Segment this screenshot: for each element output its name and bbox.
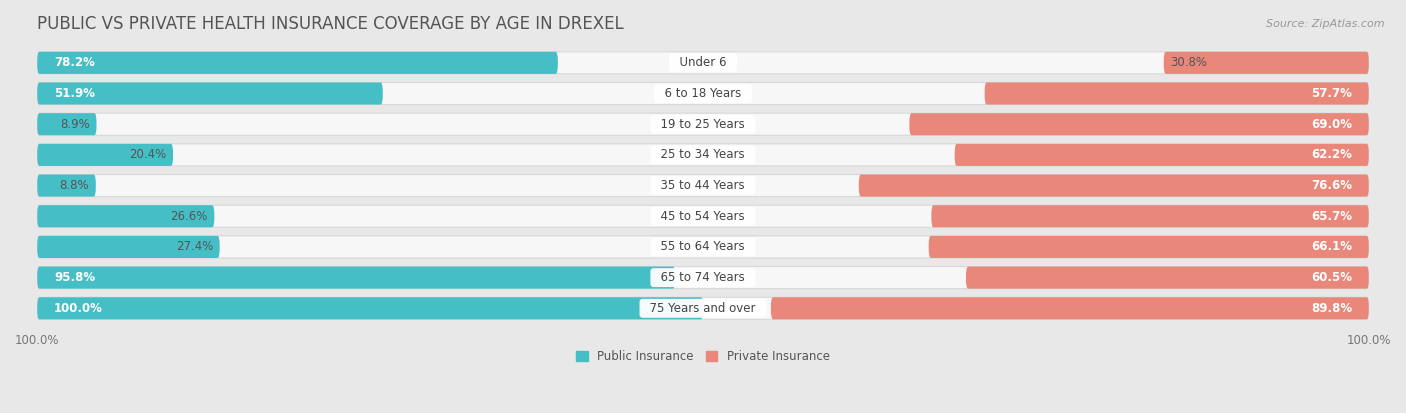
FancyBboxPatch shape <box>37 205 1369 227</box>
FancyBboxPatch shape <box>37 144 1369 166</box>
FancyBboxPatch shape <box>966 266 1369 289</box>
Legend: Public Insurance, Private Insurance: Public Insurance, Private Insurance <box>571 346 835 368</box>
Text: 19 to 25 Years: 19 to 25 Years <box>654 118 752 131</box>
Text: 60.5%: 60.5% <box>1312 271 1353 284</box>
FancyBboxPatch shape <box>37 52 558 74</box>
FancyBboxPatch shape <box>37 236 219 258</box>
FancyBboxPatch shape <box>37 83 1369 104</box>
FancyBboxPatch shape <box>955 144 1369 166</box>
Text: 65 to 74 Years: 65 to 74 Years <box>654 271 752 284</box>
Text: 55 to 64 Years: 55 to 64 Years <box>654 240 752 254</box>
Text: 76.6%: 76.6% <box>1312 179 1353 192</box>
Text: 20.4%: 20.4% <box>129 148 166 161</box>
FancyBboxPatch shape <box>770 297 1369 319</box>
FancyBboxPatch shape <box>37 175 96 197</box>
FancyBboxPatch shape <box>37 144 173 166</box>
Text: 6 to 18 Years: 6 to 18 Years <box>657 87 749 100</box>
FancyBboxPatch shape <box>37 113 1369 135</box>
FancyBboxPatch shape <box>37 205 214 227</box>
Text: 30.8%: 30.8% <box>1170 56 1208 69</box>
FancyBboxPatch shape <box>910 113 1369 135</box>
Text: 27.4%: 27.4% <box>176 240 212 254</box>
Text: 35 to 44 Years: 35 to 44 Years <box>654 179 752 192</box>
FancyBboxPatch shape <box>929 236 1369 258</box>
FancyBboxPatch shape <box>37 83 382 104</box>
Text: Under 6: Under 6 <box>672 56 734 69</box>
Text: 95.8%: 95.8% <box>53 271 96 284</box>
FancyBboxPatch shape <box>37 266 1369 289</box>
Text: 62.2%: 62.2% <box>1312 148 1353 161</box>
Text: 45 to 54 Years: 45 to 54 Years <box>654 210 752 223</box>
Text: 8.8%: 8.8% <box>59 179 89 192</box>
Text: 75 Years and over: 75 Years and over <box>643 302 763 315</box>
Text: 57.7%: 57.7% <box>1312 87 1353 100</box>
Text: PUBLIC VS PRIVATE HEALTH INSURANCE COVERAGE BY AGE IN DREXEL: PUBLIC VS PRIVATE HEALTH INSURANCE COVER… <box>37 15 624 33</box>
FancyBboxPatch shape <box>37 297 703 319</box>
Text: 100.0%: 100.0% <box>53 302 103 315</box>
Text: 89.8%: 89.8% <box>1310 302 1353 315</box>
Text: 78.2%: 78.2% <box>53 56 94 69</box>
FancyBboxPatch shape <box>931 205 1369 227</box>
FancyBboxPatch shape <box>37 266 675 289</box>
FancyBboxPatch shape <box>37 175 1369 197</box>
FancyBboxPatch shape <box>1164 52 1369 74</box>
Text: 26.6%: 26.6% <box>170 210 208 223</box>
Text: Source: ZipAtlas.com: Source: ZipAtlas.com <box>1267 19 1385 28</box>
Text: 66.1%: 66.1% <box>1312 240 1353 254</box>
Text: 25 to 34 Years: 25 to 34 Years <box>654 148 752 161</box>
Text: 51.9%: 51.9% <box>53 87 94 100</box>
FancyBboxPatch shape <box>37 297 1369 319</box>
Text: 8.9%: 8.9% <box>60 118 90 131</box>
FancyBboxPatch shape <box>984 83 1369 104</box>
Text: 65.7%: 65.7% <box>1312 210 1353 223</box>
Text: 69.0%: 69.0% <box>1312 118 1353 131</box>
FancyBboxPatch shape <box>37 236 1369 258</box>
FancyBboxPatch shape <box>37 113 97 135</box>
FancyBboxPatch shape <box>37 52 1369 74</box>
FancyBboxPatch shape <box>859 175 1369 197</box>
